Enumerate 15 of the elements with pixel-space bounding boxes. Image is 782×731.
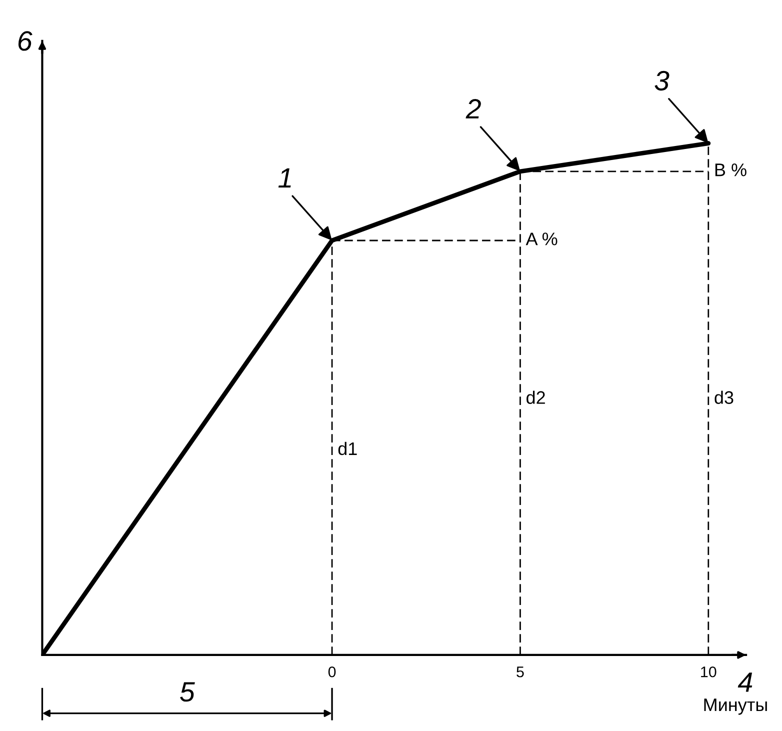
text: 4 bbox=[738, 672, 752, 692]
x-axis-title: Минуты bbox=[704, 698, 767, 715]
x-tick-label: 0 bbox=[328, 666, 336, 678]
annotation: d2 bbox=[526, 390, 545, 404]
annotation: d1 bbox=[338, 442, 357, 456]
text: 5 bbox=[180, 682, 195, 702]
x-tick-label: 5 bbox=[516, 666, 524, 678]
annotation: B % bbox=[715, 164, 746, 176]
annotation: 1 bbox=[278, 168, 291, 188]
annotation: 3 bbox=[654, 70, 670, 91]
annotation: d3 bbox=[714, 390, 734, 404]
annotation: A % bbox=[526, 232, 558, 246]
annotation: 2 bbox=[466, 99, 481, 118]
x-tick-label: 10 bbox=[701, 666, 716, 678]
y-axis-title: 6 bbox=[18, 31, 32, 51]
